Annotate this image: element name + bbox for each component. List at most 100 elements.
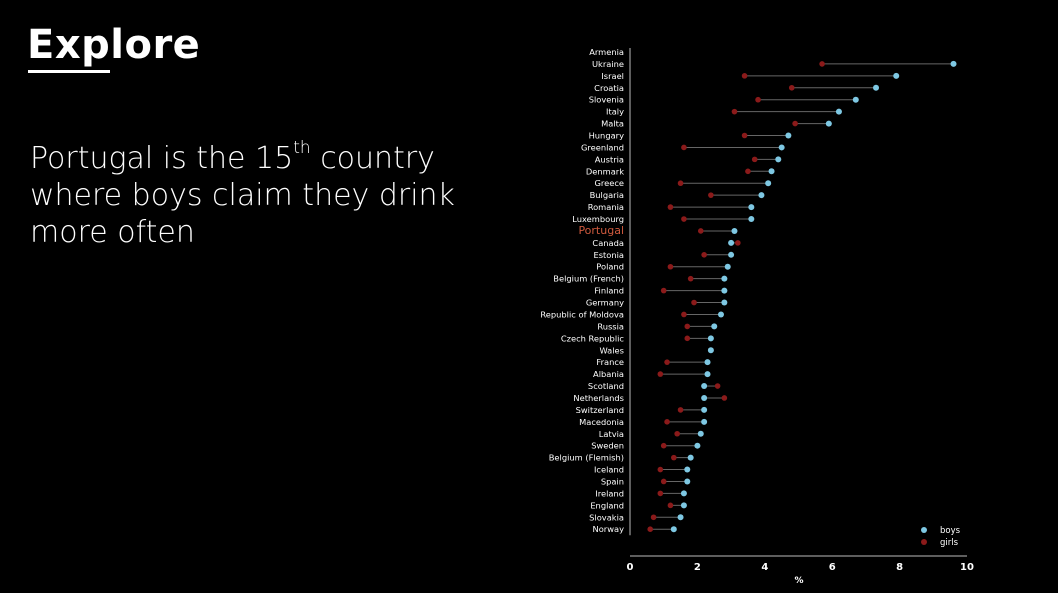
- y-tick-label-macedonia: Macedonia: [579, 417, 624, 427]
- boys-point-republic-of-moldova: [717, 311, 724, 318]
- girls-point-denmark: [745, 168, 751, 175]
- girls-point-russia: [684, 323, 691, 330]
- boys-point-latvia: [697, 430, 704, 437]
- boys-point-czech-republic: [707, 335, 714, 342]
- girls-point-hungary: [741, 132, 748, 139]
- boys-point-israel: [893, 72, 900, 79]
- girls-point-england: [667, 502, 674, 509]
- page-subtitle: Portugal is the 15th country where boys …: [30, 134, 460, 251]
- y-tick-label-poland: Poland: [596, 262, 624, 272]
- girls-point-germany: [691, 299, 697, 306]
- y-tick-label-belgium-flemish: Belgium (Flemish): [549, 453, 624, 463]
- y-tick-label-greece: Greece: [594, 178, 624, 188]
- girls-point-greenland: [681, 144, 687, 151]
- girls-point-macedonia: [664, 419, 670, 425]
- boys-point-spain: [684, 478, 691, 485]
- y-tick-label-switzerland: Switzerland: [576, 405, 624, 415]
- girls-point-austria: [751, 156, 758, 163]
- y-tick-label-canada: Canada: [592, 238, 624, 248]
- boys-point-canada: [728, 239, 735, 246]
- subtitle-superscript: th: [293, 138, 311, 158]
- y-tick-label-netherlands: Netherlands: [573, 393, 624, 403]
- x-axis-label: %: [794, 576, 803, 586]
- girls-point-france: [664, 359, 670, 365]
- girls-point-ireland: [657, 490, 664, 497]
- y-tick-label-austria: Austria: [595, 154, 624, 164]
- y-tick-label-belgium-french: Belgium (French): [553, 274, 624, 284]
- girls-point-canada: [735, 240, 741, 246]
- girls-point-latvia: [674, 430, 680, 437]
- boys-point-ukraine: [950, 60, 957, 67]
- girls-point-greece: [677, 180, 684, 187]
- girls-point-estonia: [701, 252, 707, 258]
- boys-point-finland: [721, 287, 728, 294]
- x-tick-label-6: 6: [829, 562, 836, 573]
- girls-point-israel: [741, 73, 748, 79]
- x-tick-label-10: 10: [960, 562, 974, 573]
- girls-point-netherlands: [721, 395, 728, 401]
- boys-point-ireland: [680, 490, 687, 497]
- boys-point-romania: [748, 204, 755, 211]
- y-tick-label-spain: Spain: [601, 476, 624, 486]
- y-tick-label-croatia: Croatia: [594, 83, 624, 93]
- y-tick-label-denmark: Denmark: [586, 166, 624, 176]
- girls-point-slovakia: [650, 514, 657, 521]
- girls-point-sweden: [660, 442, 667, 449]
- boys-point-greece: [765, 180, 772, 187]
- girls-point-republic-of-moldova: [681, 311, 687, 318]
- girls-point-spain: [660, 478, 667, 485]
- boys-point-russia: [711, 323, 718, 330]
- boys-point-germany: [721, 299, 728, 306]
- girls-point-poland: [667, 263, 674, 270]
- y-tick-label-sweden: Sweden: [591, 441, 624, 451]
- girls-point-scotland: [714, 383, 721, 389]
- girls-point-slovenia: [755, 96, 761, 103]
- boys-point-sweden: [694, 442, 701, 449]
- subtitle-text-pre: Portugal is the 15: [30, 141, 294, 176]
- y-tick-label-ireland: Ireland: [595, 488, 624, 498]
- y-tick-label-israel: Israel: [601, 71, 624, 81]
- boys-point-malta: [825, 120, 832, 127]
- y-tick-label-scotland: Scotland: [588, 381, 624, 391]
- girls-point-malta: [792, 120, 798, 127]
- y-tick-label-wales: Wales: [600, 345, 625, 355]
- y-tick-label-iceland: Iceland: [594, 465, 624, 475]
- boys-point-slovakia: [677, 514, 684, 521]
- boys-point-norway: [670, 526, 677, 533]
- y-tick-label-italy: Italy: [606, 107, 624, 117]
- y-tick-label-portugal: Portugal: [578, 224, 624, 237]
- girls-point-belgium-flemish: [671, 454, 677, 461]
- boys-point-albania: [704, 371, 711, 378]
- y-tick-label-hungary: Hungary: [589, 131, 625, 141]
- girls-point-finland: [660, 287, 667, 294]
- subtitle-text-post: country where boys claim they drink more…: [30, 141, 455, 250]
- girls-point-bulgaria: [708, 192, 714, 198]
- y-tick-label-finland: Finland: [594, 286, 624, 296]
- title-underline: [28, 70, 110, 73]
- y-tick-label-albania: Albania: [593, 369, 624, 379]
- y-tick-label-luxembourg: Luxembourg: [572, 214, 624, 224]
- boys-point-estonia: [728, 251, 735, 258]
- y-tick-label-norway: Norway: [593, 524, 625, 534]
- y-tick-label-slovakia: Slovakia: [589, 512, 624, 522]
- boys-point-denmark: [768, 168, 775, 175]
- y-tick-label-czech-republic: Czech Republic: [561, 333, 625, 343]
- y-tick-label-bulgaria: Bulgaria: [590, 190, 624, 200]
- y-tick-label-slovenia: Slovenia: [589, 95, 624, 105]
- y-tick-label-malta: Malta: [601, 119, 624, 129]
- boys-point-greenland: [778, 144, 785, 151]
- y-tick-label-republic-of-moldova: Republic of Moldova: [540, 309, 624, 319]
- girls-point-iceland: [657, 466, 664, 473]
- y-tick-label-ukraine: Ukraine: [592, 59, 624, 69]
- boys-point-portugal: [731, 227, 738, 234]
- boys-point-england: [680, 502, 687, 509]
- boys-point-hungary: [785, 132, 792, 139]
- boys-point-iceland: [684, 466, 691, 473]
- boys-point-austria: [775, 156, 782, 163]
- boys-point-poland: [724, 263, 731, 270]
- legend-girls-label: girls: [940, 538, 959, 548]
- boys-point-netherlands: [701, 394, 708, 401]
- y-tick-label-estonia: Estonia: [593, 250, 624, 260]
- y-tick-label-latvia: Latvia: [599, 429, 624, 439]
- x-tick-label-2: 2: [694, 562, 701, 573]
